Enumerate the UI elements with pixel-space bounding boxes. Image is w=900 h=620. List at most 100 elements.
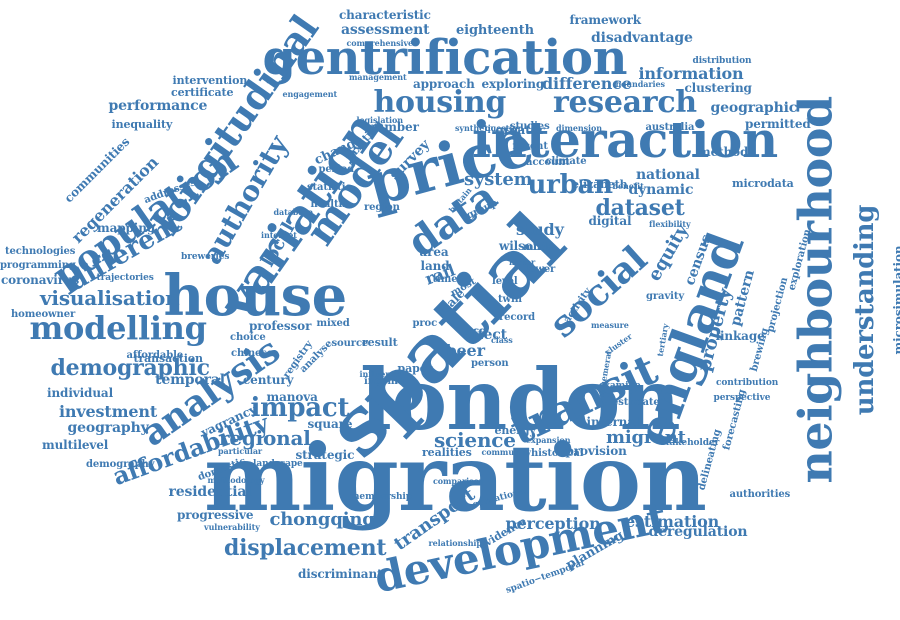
word-progressive: progressive xyxy=(177,508,254,522)
word-internal: internal xyxy=(586,415,640,429)
word-geographic: geographic xyxy=(710,100,798,116)
word-inequality: inequality xyxy=(111,117,173,131)
word-square: square xyxy=(307,417,353,431)
word-temporal: temporal xyxy=(155,372,225,388)
word-migration: migration xyxy=(204,424,707,532)
word-method: method xyxy=(698,145,749,159)
word-comparison: comparison xyxy=(433,476,485,486)
word-london: london xyxy=(360,350,681,449)
word-statistic: statistic xyxy=(307,182,352,193)
word-landscape: landscape xyxy=(253,458,303,469)
word-linkage: linkage xyxy=(715,329,765,343)
word-class: class xyxy=(491,335,513,345)
word-land: land xyxy=(420,259,450,273)
word-database: database xyxy=(273,207,313,217)
word-twin: twin xyxy=(498,294,522,305)
word-certificate: certificate xyxy=(171,85,234,99)
word-climate: climate xyxy=(545,156,587,167)
word-question: question xyxy=(485,123,524,133)
word-dataset: dataset xyxy=(595,195,685,221)
word-assessment: assessment xyxy=(341,22,430,38)
word-coronavirus: coronavirus xyxy=(1,273,80,287)
word-permitted: permitted xyxy=(745,117,811,131)
word-breweries: breweries xyxy=(181,251,230,262)
word-paper: paper xyxy=(397,361,433,375)
word-mixed: mixed xyxy=(316,318,350,329)
word-deregulation: deregulation xyxy=(648,524,748,540)
word-disadvantage: disadvantage xyxy=(591,30,693,46)
word-measure: measure xyxy=(591,320,629,330)
word-investment: investment xyxy=(59,402,158,421)
word-eighteenth: eighteenth xyxy=(456,22,534,38)
word-transaction: transaction xyxy=(133,351,204,365)
word-perception: perception xyxy=(505,514,601,533)
word-lower: lower xyxy=(525,264,556,275)
word-performance: performance xyxy=(108,98,208,114)
word-historical: historical xyxy=(531,448,584,459)
word-record: record xyxy=(499,312,536,323)
word-manova: manova xyxy=(266,390,318,404)
word-microsimulation: microsimulation xyxy=(891,245,900,355)
word-community: community xyxy=(481,447,532,457)
word-realities: realities xyxy=(422,445,472,459)
word-technologies: technologies xyxy=(5,246,76,257)
word-effect: effect xyxy=(463,327,508,343)
word-residential: residential xyxy=(168,484,252,500)
word-methodology: methodology xyxy=(207,475,265,485)
word-intervention: intervention xyxy=(172,73,248,87)
word-flexibility: flexibility xyxy=(649,219,691,229)
word-estimation: estimation xyxy=(625,512,720,531)
word-particular: particular xyxy=(218,446,263,456)
word-influence: influence xyxy=(359,369,401,379)
word-income: income xyxy=(364,376,405,387)
word-chinese: chinese xyxy=(231,348,274,359)
word-interaction: interaction xyxy=(472,110,778,169)
word-gentrification: gentrification xyxy=(262,30,628,86)
word-estimate: estimate xyxy=(612,397,660,408)
word-expansion: expansion xyxy=(526,435,571,445)
word-understanding: understanding xyxy=(850,204,881,416)
word-synthetic: synthetic xyxy=(455,123,496,133)
word-legislation: legislation xyxy=(356,115,404,125)
word-wilson: wilson xyxy=(499,239,542,253)
word-gravity: gravity xyxy=(646,291,685,302)
word-result: result xyxy=(362,335,398,349)
word-region: region xyxy=(364,202,400,213)
word-membership: membership xyxy=(350,491,412,502)
word-house: house xyxy=(163,263,348,329)
word-provision: provision xyxy=(565,444,627,458)
word-dynamic: dynamic xyxy=(628,182,694,198)
word-digital: digital xyxy=(588,214,632,228)
word-number: number xyxy=(367,120,419,134)
word-professor: professor xyxy=(249,319,312,333)
word-study: study xyxy=(516,220,564,239)
word-housing: housing xyxy=(373,85,507,120)
word-internet: internet xyxy=(261,230,297,240)
word-health: health xyxy=(310,199,346,210)
word-person: person xyxy=(471,358,509,369)
word-affordable: affordable xyxy=(126,350,184,361)
word-comprehensive: comprehensive xyxy=(346,38,414,48)
word-displacement: displacement xyxy=(224,535,387,561)
word-mode: mode xyxy=(523,242,554,253)
word-energy: energy xyxy=(494,423,536,437)
word-science: science xyxy=(434,428,516,452)
word-migrant: migrant xyxy=(606,427,686,448)
word-management: management xyxy=(349,72,407,82)
word-modelling: modelling xyxy=(29,309,207,347)
word-australia: australia xyxy=(645,122,695,133)
word-account: account xyxy=(526,157,570,168)
word-distribution: distribution xyxy=(692,55,752,66)
word-homeowner: homeowner xyxy=(11,309,76,320)
word-greater: greater xyxy=(495,123,545,137)
word-regional: regional xyxy=(219,426,311,450)
word-mapping: mapping xyxy=(97,221,156,235)
word-visualisation: visualisation xyxy=(40,286,180,310)
word-geography: geography xyxy=(67,420,149,436)
word-perspective: perspective xyxy=(713,392,771,403)
word-framework: framework xyxy=(569,13,642,27)
word-discriminant: discriminant xyxy=(298,567,383,581)
word-benefit: benefit xyxy=(612,181,644,191)
word-examine: examine xyxy=(599,380,641,391)
word-system: system xyxy=(464,169,533,190)
